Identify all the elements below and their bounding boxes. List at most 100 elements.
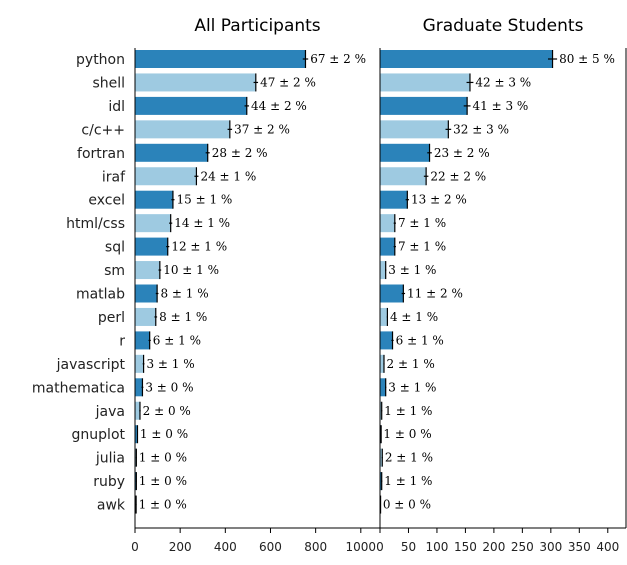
- bar-sm: [135, 261, 160, 280]
- bar-matlab: [135, 284, 158, 303]
- data-label-perl: 8 ± 1 %: [159, 310, 207, 324]
- data-label-ruby: 1 ± 1 %: [384, 474, 432, 488]
- bar-javascript: [380, 354, 384, 373]
- data-label-matlab: 8 ± 1 %: [160, 287, 208, 301]
- data-label-julia: 1 ± 0 %: [139, 451, 187, 465]
- category-label-julia: julia: [95, 451, 125, 467]
- data-label-r: 6 ± 1 %: [396, 333, 444, 347]
- bar-idl: [380, 96, 468, 115]
- data-label-html-css: 7 ± 1 %: [398, 216, 446, 230]
- data-label-iraf: 22 ± 2 %: [430, 169, 486, 183]
- data-label-awk: 0 ± 0 %: [383, 498, 431, 512]
- data-label-java: 2 ± 0 %: [143, 404, 191, 418]
- bar-perl: [380, 307, 388, 326]
- x-tick-label: 800: [304, 540, 327, 554]
- data-label-mathematica: 3 ± 0 %: [145, 380, 193, 394]
- category-label-python: python: [76, 52, 125, 68]
- bar-javascript: [135, 354, 144, 373]
- bar-ruby: [380, 472, 382, 491]
- category-label-iraf: iraf: [102, 169, 126, 185]
- bar-excel: [135, 190, 173, 209]
- bar-fortran: [135, 143, 208, 162]
- bar-html-css: [135, 214, 171, 233]
- x-tick-label: 200: [482, 540, 505, 554]
- x-tick-label: 400: [214, 540, 237, 554]
- data-label-gnuplot: 1 ± 0 %: [140, 427, 188, 441]
- x-tick-label: 0: [131, 540, 139, 554]
- bar-r: [135, 331, 150, 350]
- data-label-python: 67 ± 2 %: [310, 52, 366, 66]
- x-tick-label: 1000: [346, 540, 377, 554]
- data-label-perl: 4 ± 1 %: [390, 310, 438, 324]
- data-label-shell: 47 ± 2 %: [260, 75, 316, 89]
- category-label-java: java: [95, 404, 125, 420]
- bar-julia: [380, 448, 383, 467]
- bar-r: [380, 331, 393, 350]
- category-label-shell: shell: [92, 75, 125, 91]
- data-label-c-c: 37 ± 2 %: [234, 122, 290, 136]
- category-label-excel: excel: [88, 193, 125, 209]
- x-tick-label: 350: [568, 540, 591, 554]
- bar-ruby: [135, 472, 137, 491]
- bar-excel: [380, 190, 408, 209]
- category-label-c-c: c/c++: [81, 122, 125, 138]
- bar-mathematica: [135, 378, 143, 397]
- data-label-shell: 42 ± 3 %: [475, 75, 531, 89]
- data-label-ruby: 1 ± 0 %: [139, 474, 187, 488]
- x-tick-label: 600: [259, 540, 282, 554]
- category-label-javascript: javascript: [56, 357, 126, 373]
- data-label-sql: 7 ± 1 %: [398, 240, 446, 254]
- category-label-fortran: fortran: [77, 146, 125, 162]
- bar-mathematica: [380, 378, 386, 397]
- x-tick-label: 100: [425, 540, 448, 554]
- panel-all-participants: All Participants 67 ± 2 % python 47 ± 2 % sh…: [32, 16, 380, 554]
- x-tick-label: 300: [539, 540, 562, 554]
- bar-python: [380, 50, 553, 68]
- data-label-sm: 10 ± 1 %: [163, 263, 219, 277]
- data-label-fortran: 28 ± 2 %: [212, 146, 268, 160]
- bar-shell: [380, 73, 470, 92]
- data-label-sql: 12 ± 1 %: [171, 240, 227, 254]
- bar-python: [135, 50, 306, 68]
- data-label-excel: 13 ± 2 %: [411, 193, 467, 207]
- bar-java: [135, 401, 140, 420]
- category-label-awk: awk: [97, 498, 126, 514]
- bar-julia: [135, 448, 137, 467]
- bar-iraf: [135, 167, 197, 186]
- data-label-awk: 1 ± 0 %: [139, 498, 187, 512]
- category-label-sm: sm: [104, 263, 125, 279]
- category-label-idl: idl: [108, 99, 125, 115]
- bar-sql: [135, 237, 168, 256]
- bar-c-c: [135, 120, 230, 139]
- chart-title: All Participants: [194, 16, 320, 36]
- x-tick-label: 150: [454, 540, 477, 554]
- bar-java: [380, 401, 382, 420]
- data-label-idl: 44 ± 2 %: [251, 99, 307, 113]
- x-tick-label: 0: [376, 540, 384, 554]
- data-label-fortran: 23 ± 2 %: [434, 146, 490, 160]
- x-tick-label: 400: [596, 540, 619, 554]
- bar-fortran: [380, 143, 430, 162]
- data-label-java: 1 ± 1 %: [384, 404, 432, 418]
- data-label-iraf: 24 ± 1 %: [200, 169, 256, 183]
- category-label-r: r: [119, 333, 125, 349]
- x-tick-label: 200: [169, 540, 192, 554]
- category-label-html-css: html/css: [66, 216, 125, 232]
- bar-perl: [135, 307, 156, 326]
- category-label-ruby: ruby: [93, 474, 125, 490]
- category-label-matlab: matlab: [76, 287, 125, 303]
- data-label-javascript: 3 ± 1 %: [146, 357, 194, 371]
- bar-shell: [135, 73, 256, 92]
- data-label-mathematica: 3 ± 1 %: [388, 380, 436, 394]
- data-label-javascript: 2 ± 1 %: [387, 357, 435, 371]
- bar-sql: [380, 237, 395, 256]
- x-tick-label: 50: [401, 540, 416, 554]
- category-label-mathematica: mathematica: [32, 380, 125, 396]
- data-label-python: 80 ± 5 %: [559, 52, 615, 66]
- data-label-html-css: 14 ± 1 %: [174, 216, 230, 230]
- category-label-perl: perl: [98, 310, 125, 326]
- data-label-matlab: 11 ± 2 %: [407, 287, 463, 301]
- bar-c-c: [380, 120, 449, 139]
- bar-matlab: [380, 284, 404, 303]
